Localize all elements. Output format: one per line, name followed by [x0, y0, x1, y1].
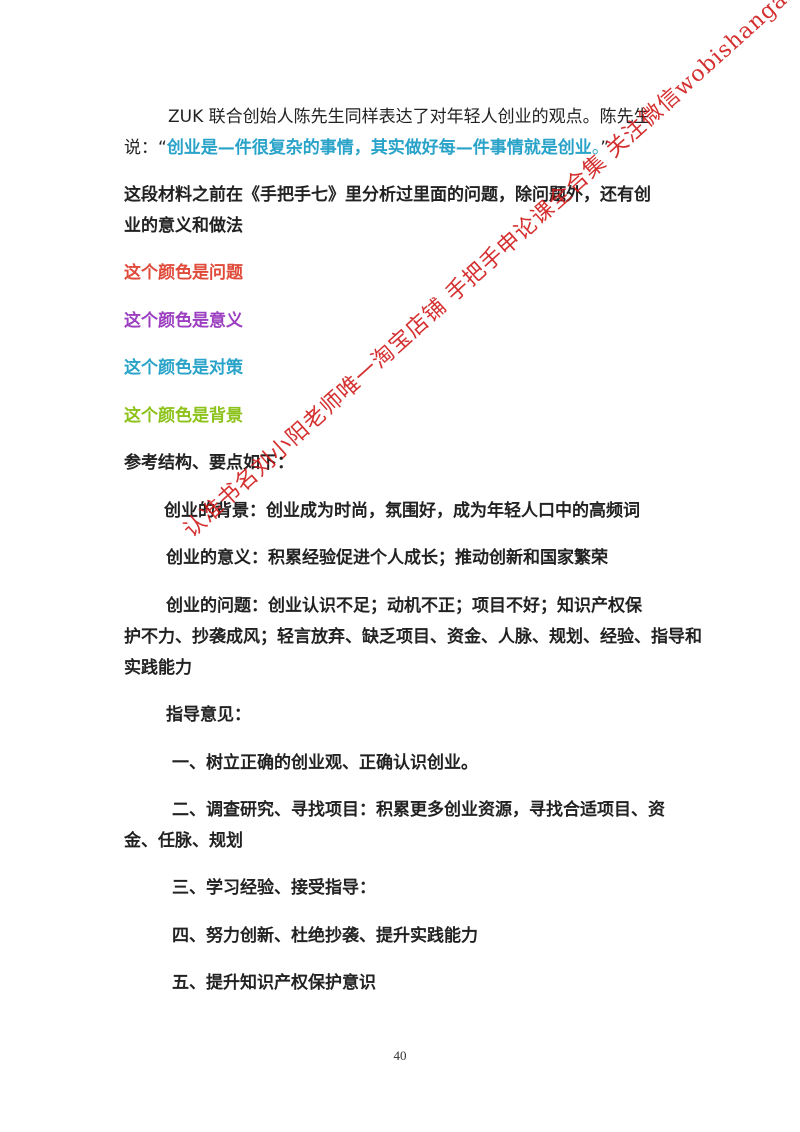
- guidance-item-4: 四、努力创新、杜绝抄袭、提升实践能力: [172, 926, 478, 946]
- guidance-item-5: 五、提升知识产权保护意识: [172, 973, 376, 993]
- legend-problem: 这个颜色是问题: [124, 263, 243, 283]
- problem-line-1: 创业的问题：创业认识不足；动机不正；项目不好；知识产权保: [166, 596, 642, 616]
- handwritten-watermark: 认准书名刘小阳老师唯一淘宝店铺 手把手申论课全合集 关注微信wobishanga…: [179, 0, 800, 544]
- guidance-item-3: 三、学习经验、接受指导：: [172, 878, 376, 898]
- quote-suffix: ”: [600, 138, 610, 158]
- legend-background: 这个颜色是背景: [124, 406, 243, 426]
- problem-line-2: 护不力、抄袭成风；轻言放弃、缺乏项目、资金、人脉、规划、经验、指导和: [124, 627, 702, 647]
- quote-text: 创业是—件很复杂的事情，其实做好每—件事情就是创业: [166, 138, 592, 158]
- guidance-item-2-line-1: 二、调查研究、寻找项目：积累更多创业资源，寻找合适项目、资: [172, 800, 665, 820]
- paragraph-intro-line-2: 说：“创业是—件很复杂的事情，其实做好每—件事情就是创业。”: [124, 137, 609, 159]
- quote-period: 。: [591, 138, 601, 158]
- reference-heading: 参考结构、要点如下：: [124, 453, 294, 473]
- problem-line-3: 实践能力: [124, 658, 192, 678]
- background-line: 创业的背景：创业成为时尚，氛围好，成为年轻人口中的高频词: [164, 501, 640, 521]
- quote-prefix: 说：“: [124, 138, 167, 158]
- meaning-line: 创业的意义：积累经验促进个人成长；推动创新和国家繁荣: [166, 548, 608, 568]
- legend-meaning: 这个颜色是意义: [124, 311, 243, 331]
- paragraph-intro-line-1: ZUK 联合创始人陈先生同样表达了对年轻人创业的观点。陈先生: [168, 107, 651, 127]
- guidance-item-2-line-2: 金、任脉、规划: [124, 831, 243, 851]
- legend-strategy: 这个颜色是对策: [124, 358, 243, 378]
- paragraph-note-line-2: 业的意义和做法: [124, 216, 243, 236]
- paragraph-note-line-1: 这段材料之前在《手把手七》里分析过里面的问题，除问题外，还有创: [124, 185, 651, 205]
- guidance-item-1: 一、树立正确的创业观、正确认识创业。: [172, 753, 478, 773]
- page-number: 40: [393, 1048, 407, 1063]
- guidance-heading: 指导意见：: [166, 705, 251, 725]
